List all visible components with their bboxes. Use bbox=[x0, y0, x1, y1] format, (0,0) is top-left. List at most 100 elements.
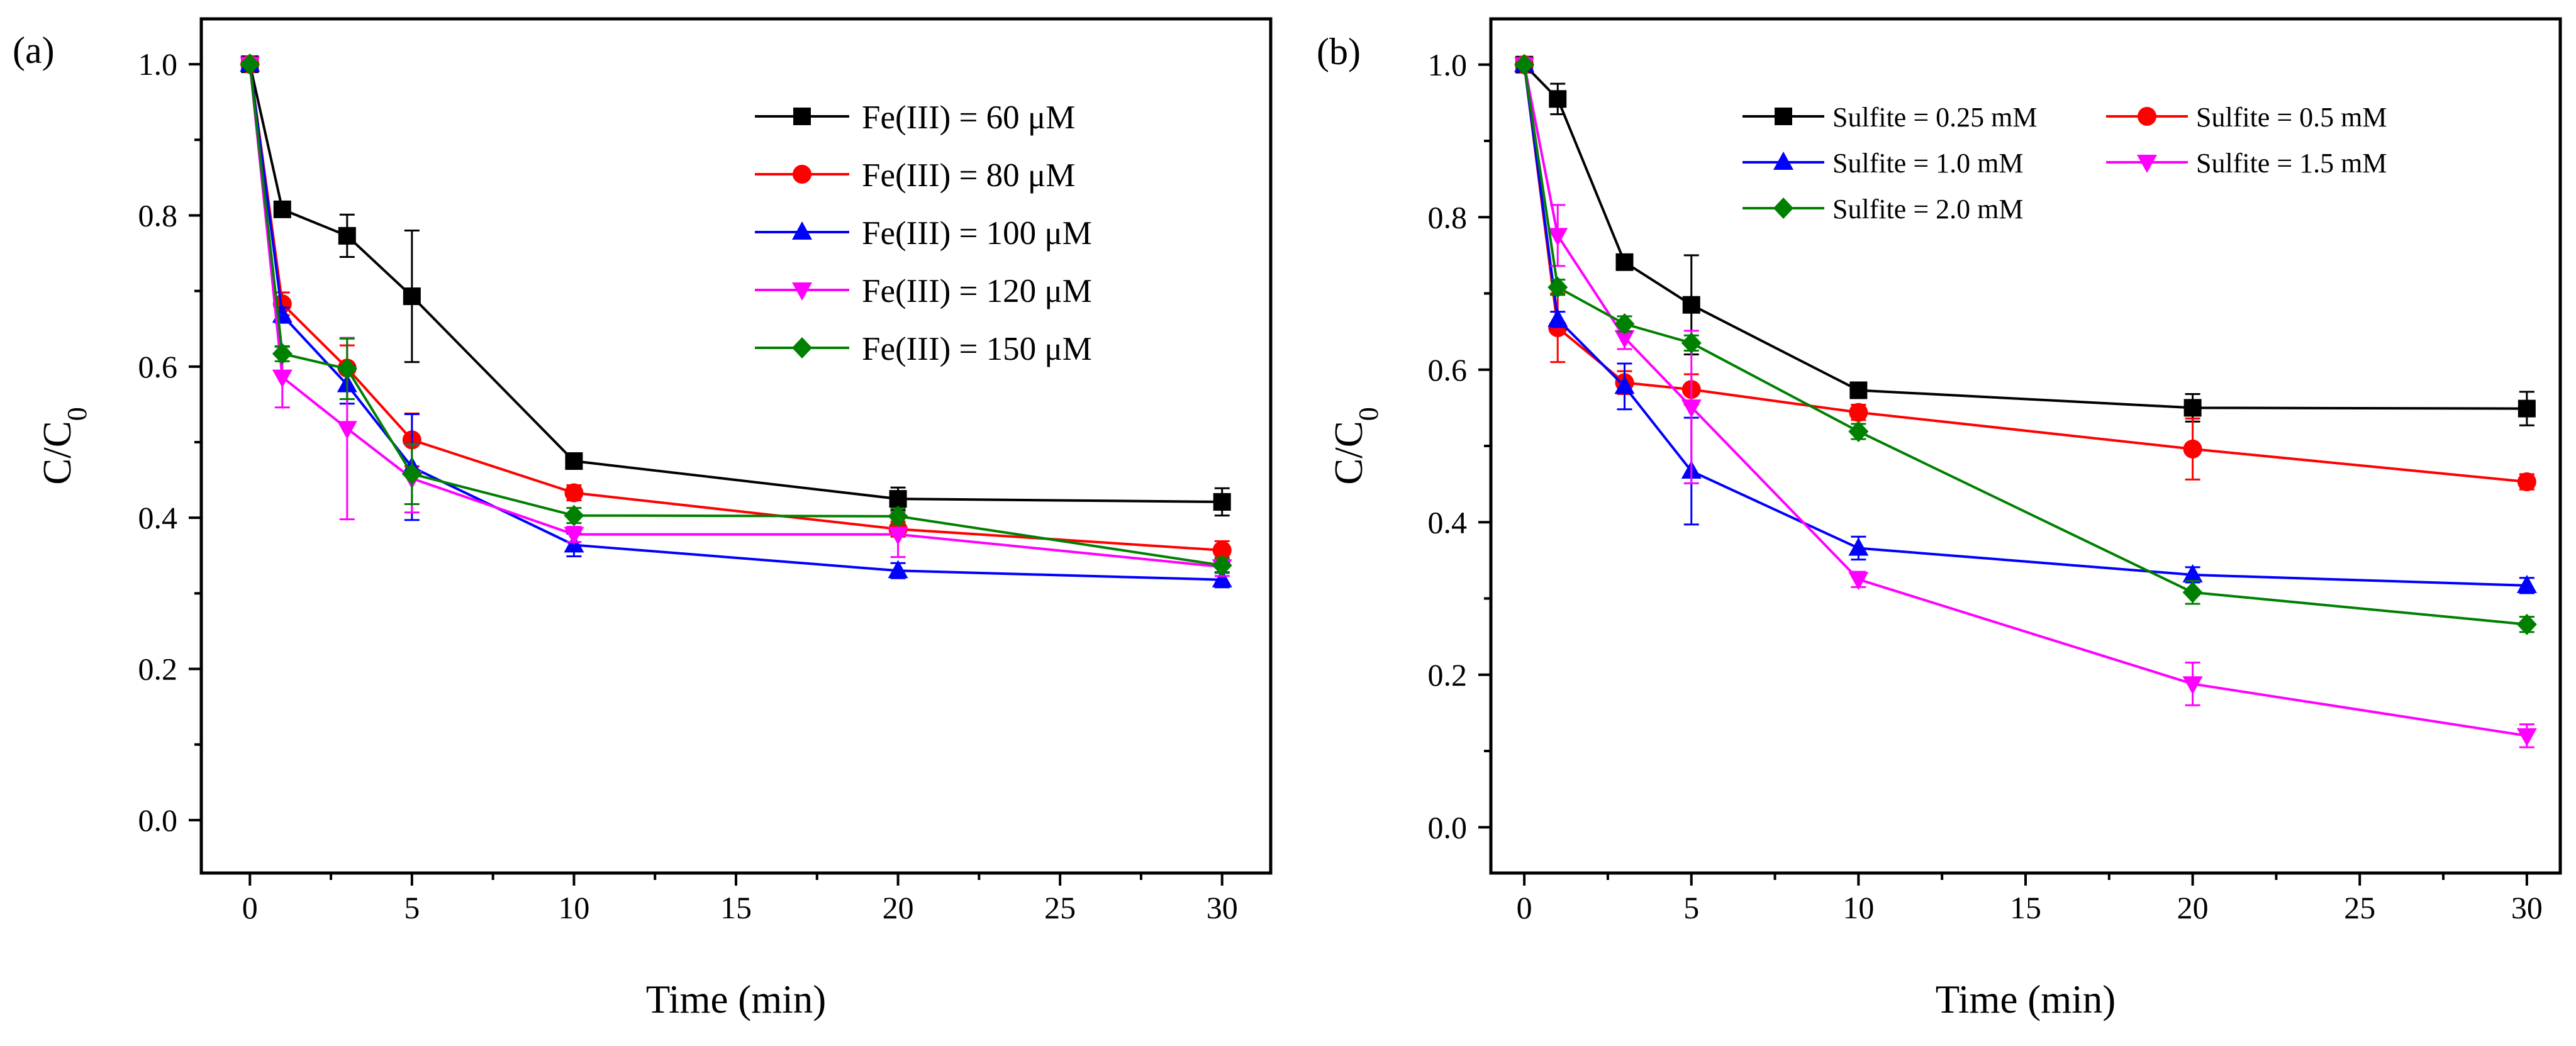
y-tick-label: 0.8 bbox=[1428, 199, 1468, 235]
x-tick-label: 15 bbox=[720, 890, 752, 925]
data-point bbox=[1848, 420, 1869, 442]
legend-item: Fe(III) = 60 μM bbox=[755, 99, 1075, 136]
legend-label: Fe(III) = 80 μM bbox=[862, 157, 1075, 194]
data-point bbox=[1212, 540, 1232, 560]
x-tick-label: 5 bbox=[1683, 890, 1699, 925]
panel-label: (b) bbox=[1317, 31, 1361, 72]
x-tick-label: 30 bbox=[2511, 890, 2543, 925]
y-axis-title-main: C/C bbox=[35, 421, 79, 485]
legend-label: Sulfite = 2.0 mM bbox=[1832, 194, 2024, 225]
legend-marker bbox=[2138, 107, 2156, 126]
legend-marker bbox=[1775, 108, 1792, 125]
data-point bbox=[889, 490, 907, 508]
legend-label: Sulfite = 0.25 mM bbox=[1832, 102, 2038, 133]
legend-marker-shape bbox=[793, 165, 811, 184]
series-layer bbox=[1514, 53, 2537, 748]
data-point bbox=[2183, 399, 2202, 417]
data-point bbox=[2183, 439, 2202, 459]
data-point bbox=[1212, 569, 1232, 587]
legend: Fe(III) = 60 μM Fe(III) = 80 μM Fe(III) … bbox=[755, 99, 1092, 367]
data-point bbox=[1212, 554, 1232, 576]
data-point bbox=[401, 463, 422, 485]
legend-label: Sulfite = 1.0 mM bbox=[1832, 148, 2024, 179]
y-axis-title-main: C/C bbox=[1327, 421, 1371, 485]
data-point bbox=[1615, 253, 1634, 271]
legend-marker bbox=[793, 108, 811, 125]
legend-marker bbox=[2137, 155, 2157, 173]
data-point bbox=[272, 343, 293, 365]
axes-layer: 0 5 10 15 20 25 30 0.0 0.2 0.4 0.6 0.8 1.0 bbox=[138, 47, 1238, 925]
x-tick-label: 20 bbox=[883, 890, 914, 925]
y-tick-label: 0.8 bbox=[138, 198, 178, 233]
y-tick-label: 0.0 bbox=[138, 803, 178, 838]
x-tick-label: 25 bbox=[2344, 890, 2375, 925]
legend-marker bbox=[792, 282, 812, 301]
data-point bbox=[338, 226, 356, 245]
data-point bbox=[564, 526, 584, 545]
legend-item: Sulfite = 0.5 mM bbox=[2106, 102, 2387, 133]
y-tick-label: 0.2 bbox=[1428, 657, 1468, 693]
x-tick-label: 5 bbox=[404, 890, 420, 925]
legend-item: Sulfite = 1.0 mM bbox=[1742, 148, 2024, 179]
x-tick-label: 10 bbox=[1843, 890, 1874, 925]
legend-marker bbox=[1773, 152, 1793, 170]
data-point bbox=[403, 287, 421, 306]
data-point bbox=[2182, 564, 2203, 582]
data-point bbox=[337, 421, 357, 440]
y-tick-label: 0.4 bbox=[138, 500, 178, 535]
legend-item: Fe(III) = 150 μM bbox=[755, 331, 1092, 367]
y-tick-label: 0.6 bbox=[1428, 352, 1468, 387]
data-point bbox=[1547, 228, 1568, 247]
data-point bbox=[1547, 308, 1568, 327]
legend-marker bbox=[1773, 198, 1793, 219]
y-tick-label: 1.0 bbox=[1428, 47, 1468, 82]
data-point bbox=[2182, 581, 2203, 603]
x-axis-title: Time (min) bbox=[1936, 977, 2116, 1021]
data-point bbox=[565, 452, 583, 470]
data-point bbox=[2516, 574, 2537, 593]
y-axis-title: C/C0 bbox=[35, 407, 92, 485]
legend-item: Fe(III) = 80 μM bbox=[755, 157, 1075, 194]
data-point bbox=[2516, 613, 2537, 635]
y-axis-title-subscript: 0 bbox=[1353, 407, 1384, 421]
data-point bbox=[564, 483, 584, 503]
chart-panel-b: (b) 0 5 10 15 20 25 30 0.0 0.2 0.4 0.6 0.8 1.0 Time … bbox=[1317, 17, 2562, 1021]
data-point bbox=[888, 526, 908, 545]
data-point bbox=[337, 358, 357, 380]
data-point bbox=[1681, 332, 1702, 354]
legend-marker-shape bbox=[792, 221, 812, 240]
data-point bbox=[1681, 399, 1702, 418]
legend-marker-shape bbox=[792, 282, 812, 301]
y-tick-label: 0.4 bbox=[1428, 504, 1468, 540]
data-point bbox=[2517, 399, 2536, 418]
data-point bbox=[888, 560, 908, 579]
x-axis-title: Time (min) bbox=[646, 977, 826, 1021]
x-tick-label: 20 bbox=[2177, 890, 2209, 925]
y-axis-title-subscript: 0 bbox=[62, 407, 92, 421]
legend-item: Fe(III) = 120 μM bbox=[755, 273, 1092, 309]
data-point bbox=[1848, 572, 1869, 591]
legend-marker-shape bbox=[2137, 155, 2157, 173]
x-tick-label: 10 bbox=[558, 890, 589, 925]
legend-item: Fe(III) = 100 μM bbox=[755, 215, 1092, 252]
data-point bbox=[1514, 53, 1535, 75]
series-layer bbox=[240, 53, 1232, 589]
legend-marker-shape bbox=[792, 337, 812, 359]
legend-label: Fe(III) = 150 μM bbox=[862, 331, 1092, 367]
data-point bbox=[1848, 537, 1869, 556]
legend-label: Fe(III) = 100 μM bbox=[862, 215, 1092, 252]
data-point bbox=[273, 200, 291, 218]
legend-marker-shape bbox=[793, 108, 811, 125]
axes-layer: 0 5 10 15 20 25 30 0.0 0.2 0.4 0.6 0.8 1.0 bbox=[1428, 47, 2543, 925]
legend-marker-shape bbox=[1773, 198, 1793, 219]
x-tick-label: 25 bbox=[1044, 890, 1076, 925]
data-point bbox=[1213, 492, 1231, 511]
data-point bbox=[1549, 90, 1567, 108]
data-point bbox=[888, 505, 908, 527]
data-point bbox=[1547, 276, 1568, 298]
panel-label: (a) bbox=[13, 30, 55, 71]
legend-label: Fe(III) = 120 μM bbox=[862, 273, 1092, 309]
data-point bbox=[272, 369, 293, 388]
legend-marker bbox=[792, 221, 812, 240]
